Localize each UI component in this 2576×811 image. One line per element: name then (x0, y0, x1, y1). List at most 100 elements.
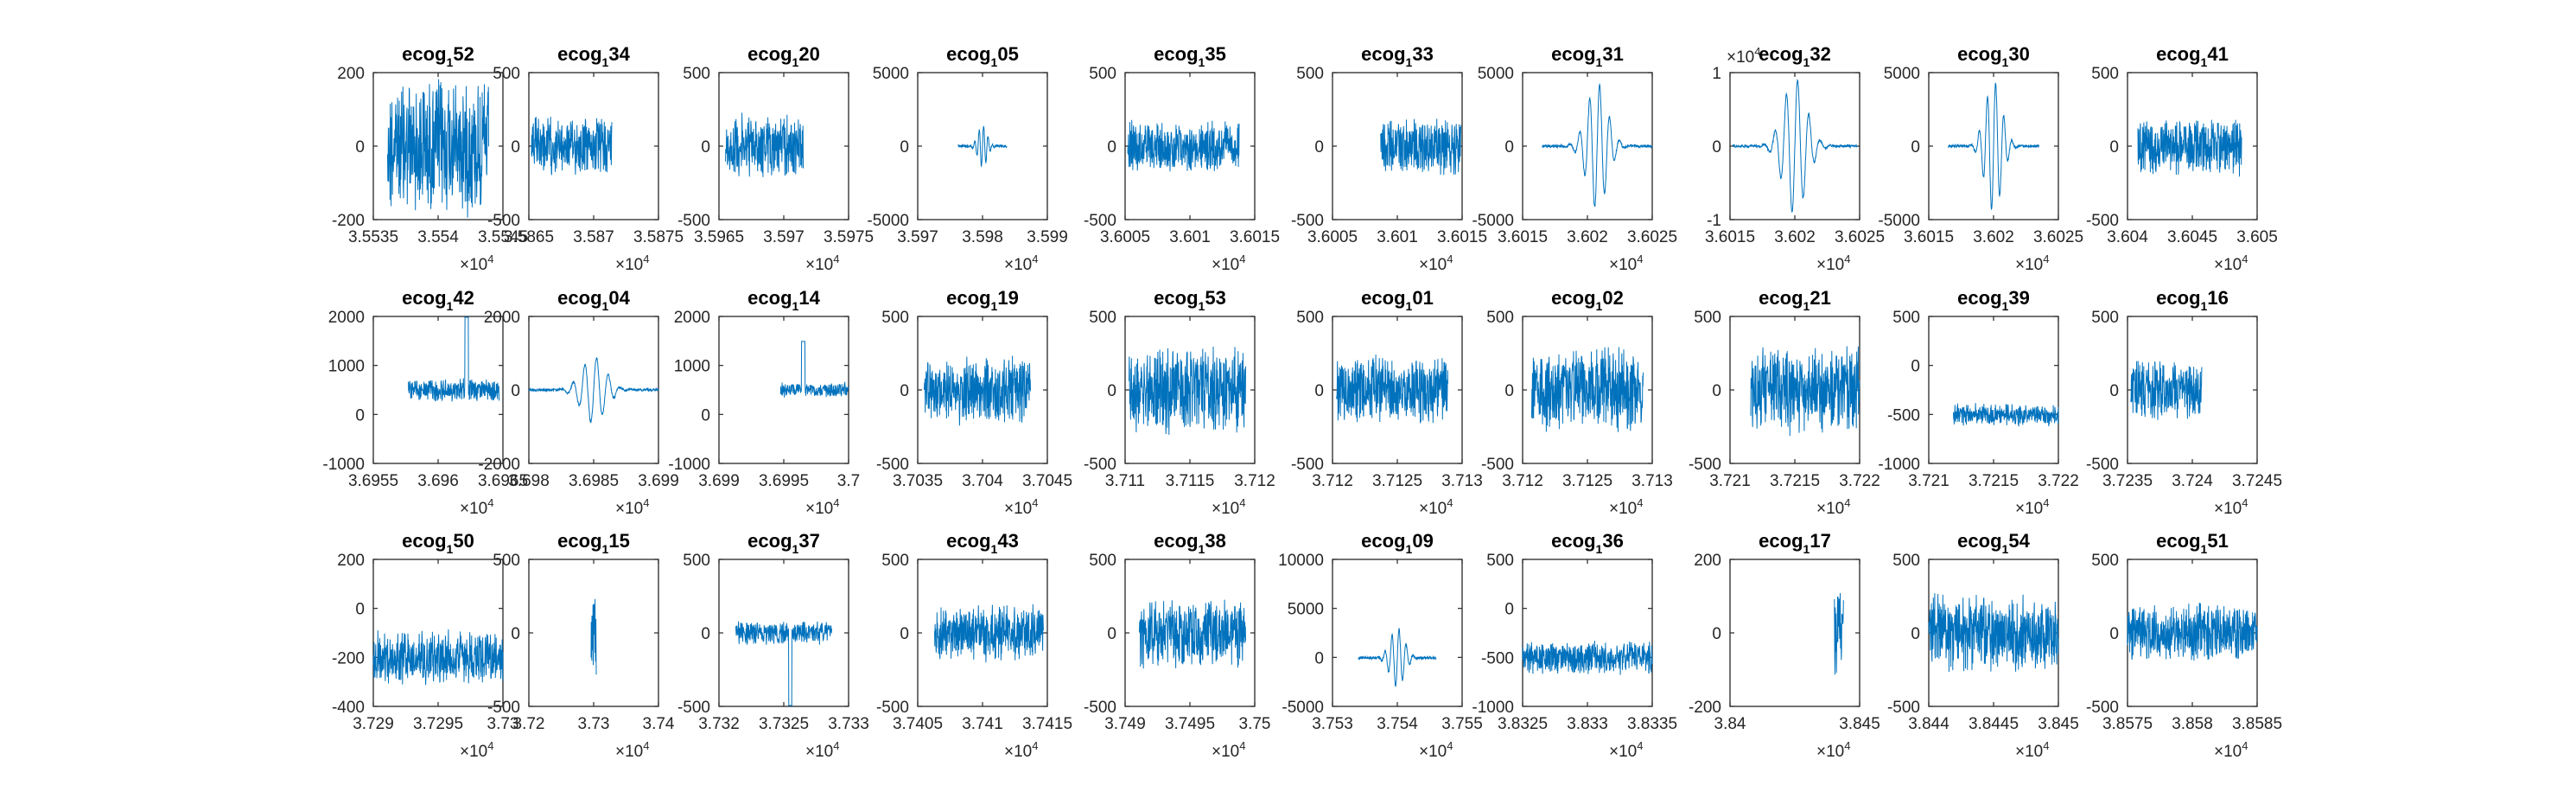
y-tick-label: 0 (1504, 138, 1514, 156)
x-tick-label: 3.8445 (1969, 715, 2019, 733)
x-exponent-label: ×104 (615, 496, 649, 518)
title-subscript: 1 (1803, 542, 1810, 556)
y-tick-label: -500 (1291, 456, 1324, 474)
x-tick-label: 3.602 (1774, 228, 1816, 246)
x-tick-label: 3.602 (1567, 228, 1608, 246)
x-exponent-power: 4 (1239, 496, 1245, 509)
x-tick-label: 3.601 (1169, 228, 1211, 246)
y-tick-label: 500 (1296, 309, 1324, 327)
signal-trace (924, 355, 1031, 426)
title-base: ecog (402, 287, 446, 309)
x-exponent-base: ×10 (1419, 743, 1447, 761)
title-base: ecog (1154, 43, 1198, 65)
title-number: 38 (1205, 530, 1225, 552)
title-base: ecog (1551, 43, 1595, 65)
x-tick-label: 3.7215 (1770, 472, 1820, 490)
subplot-title: ecog101 (1361, 287, 1434, 313)
x-exponent-label: ×104 (1419, 252, 1453, 274)
y-tick-label: -1000 (322, 456, 365, 474)
x-tick-label: 3.712 (1502, 472, 1543, 490)
y-tick-label: 0 (701, 138, 710, 156)
x-exponent-base: ×10 (460, 500, 487, 518)
subplot-title: ecog133 (1361, 43, 1434, 69)
title-number: 41 (2207, 43, 2228, 65)
y-tick-label: 5000 (1884, 65, 1920, 83)
title-subscript: 1 (602, 55, 609, 69)
x-tick-label: 3.587 (573, 228, 614, 246)
y-tick-label: -500 (1291, 212, 1324, 230)
y-tick-label: 500 (881, 552, 909, 570)
signal-trace (1750, 346, 1860, 437)
y-tick-label: 200 (337, 552, 365, 570)
x-tick-label: 3.5975 (824, 228, 874, 246)
x-exponent-base: ×10 (460, 743, 487, 761)
x-exponent-label: ×104 (460, 496, 493, 518)
title-number: 42 (453, 287, 474, 309)
title-base: ecog (1361, 43, 1405, 65)
title-base: ecog (2156, 43, 2200, 65)
subplot-title: ecog119 (946, 287, 1019, 313)
title-subscript: 1 (1199, 55, 1205, 69)
x-exponent-label: ×104 (1609, 739, 1643, 761)
x-tick-label: 3.722 (2038, 472, 2079, 490)
x-tick-label: 3.7035 (893, 472, 943, 490)
x-exponent-base: ×10 (1004, 743, 1032, 761)
x-exponent-label: ×104 (615, 252, 649, 274)
y-tick-label: 500 (2091, 309, 2119, 327)
title-subscript: 1 (1406, 55, 1413, 69)
x-tick-label: 3.7045 (1022, 472, 1072, 490)
title-number: 16 (2207, 287, 2228, 309)
y-tick-label: 0 (511, 382, 520, 400)
axes-box (1332, 559, 1463, 707)
subplot-title: ecog143 (946, 530, 1019, 556)
y-tick-label: -200 (1689, 699, 1721, 717)
x-exponent-base: ×10 (1816, 743, 1844, 761)
signal-trace (531, 116, 613, 176)
y-tick-label: -500 (1481, 456, 1514, 474)
y-tick-label: 0 (900, 138, 909, 156)
title-base: ecog (557, 287, 601, 309)
y-tick-label: 0 (1107, 625, 1116, 643)
x-exponent-label: ×104 (1004, 739, 1038, 761)
x-exponent-label: ×104 (1004, 496, 1038, 518)
x-tick-label: 3.8575 (2102, 715, 2153, 733)
x-exponent-label: ×104 (1609, 496, 1643, 518)
x-exponent-power: 4 (487, 739, 493, 752)
title-subscript: 1 (2002, 55, 2009, 69)
y-tick-label: 0 (1314, 382, 1324, 400)
title-number: 05 (997, 43, 1018, 65)
x-tick-label: 3.6025 (1835, 228, 1885, 246)
x-tick-label: 3.845 (2038, 715, 2079, 733)
title-subscript: 1 (447, 55, 454, 69)
x-exponent-label: ×104 (1212, 739, 1245, 761)
x-exponent-power: 4 (1032, 496, 1038, 509)
title-subscript: 1 (792, 55, 799, 69)
y-tick-label: -200 (332, 212, 365, 230)
x-tick-label: 3.7125 (1562, 472, 1612, 490)
title-subscript: 1 (2002, 299, 2009, 313)
x-exponent-power: 4 (1239, 252, 1245, 265)
y-tick-label: 500 (493, 65, 520, 83)
y-tick-label: 0 (900, 625, 909, 643)
x-exponent-power: 4 (1844, 739, 1850, 752)
y-tick-label: -1000 (1472, 699, 1514, 717)
x-exponent-label: ×104 (1419, 739, 1453, 761)
title-base: ecog (747, 287, 792, 309)
title-subscript: 1 (991, 542, 998, 556)
y-tick-label: 1 (1712, 65, 1721, 83)
title-subscript: 1 (1596, 299, 1603, 313)
title-number: 53 (1205, 287, 1225, 309)
x-tick-label: 3.5865 (504, 228, 554, 246)
y-tick-label: 0 (1712, 625, 1721, 643)
